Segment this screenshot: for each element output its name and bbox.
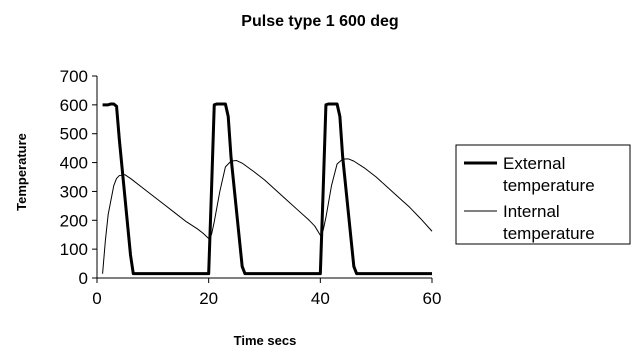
y-tick-label: 500	[60, 125, 88, 144]
y-tick-label: 400	[60, 154, 88, 173]
y-tick-label: 0	[79, 269, 88, 288]
legend-box	[455, 144, 631, 245]
chart-title: Pulse type 1 600 deg	[241, 13, 398, 30]
legend-label: External	[503, 154, 565, 173]
y-tick-label: 200	[60, 211, 88, 230]
x-tick-label: 20	[199, 289, 218, 308]
y-tick-label: 700	[60, 67, 88, 86]
y-ticks: 0 100 200 300 400 500 600 700	[60, 67, 97, 288]
y-tick-label: 100	[60, 240, 88, 259]
legend-label: temperature	[503, 176, 595, 195]
y-axis-title: Temperature	[14, 133, 29, 211]
axes	[96, 76, 432, 279]
series-line-internal	[102, 158, 433, 274]
x-tick-label: 60	[423, 289, 442, 308]
series-line-external	[102, 102, 432, 276]
legend: External temperature Internal temperature	[455, 144, 631, 245]
x-axis-title: Time secs	[234, 333, 297, 348]
y-tick-label: 300	[60, 182, 88, 201]
legend-label: Internal	[503, 202, 560, 221]
x-tick-label: 40	[311, 289, 330, 308]
y-tick-label: 600	[60, 96, 88, 115]
x-ticks: 0 20 40 60	[92, 278, 441, 308]
x-tick-label: 0	[92, 289, 101, 308]
plot-area	[102, 102, 433, 276]
legend-label: temperature	[503, 224, 595, 243]
